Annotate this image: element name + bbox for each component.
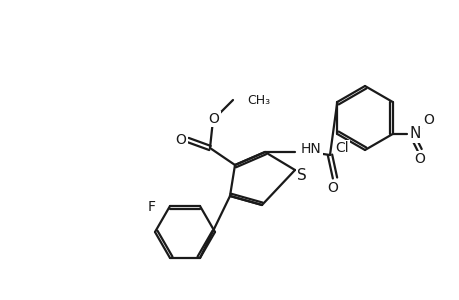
Text: N: N (408, 127, 420, 142)
Text: O: O (175, 133, 186, 147)
Text: HN: HN (300, 142, 321, 156)
Text: Cl: Cl (335, 141, 348, 155)
Text: S: S (297, 169, 306, 184)
Text: CH₃: CH₃ (246, 94, 269, 106)
Text: O: O (414, 152, 424, 166)
Text: O: O (208, 112, 219, 126)
Text: F: F (148, 200, 156, 214)
Text: O: O (327, 181, 338, 195)
Text: O: O (422, 113, 433, 127)
